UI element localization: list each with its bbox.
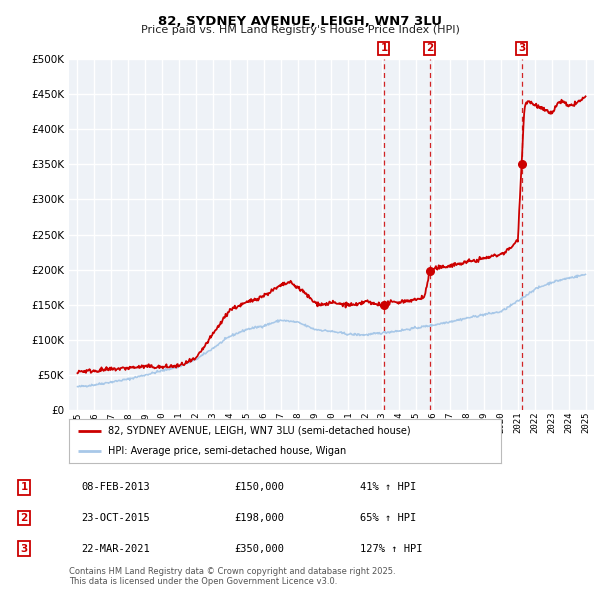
- Text: 1: 1: [380, 44, 388, 54]
- Text: 2: 2: [20, 513, 28, 523]
- Text: 08-FEB-2013: 08-FEB-2013: [81, 483, 150, 492]
- Text: Contains HM Land Registry data © Crown copyright and database right 2025.
This d: Contains HM Land Registry data © Crown c…: [69, 567, 395, 586]
- Text: Price paid vs. HM Land Registry's House Price Index (HPI): Price paid vs. HM Land Registry's House …: [140, 25, 460, 35]
- Text: 82, SYDNEY AVENUE, LEIGH, WN7 3LU (semi-detached house): 82, SYDNEY AVENUE, LEIGH, WN7 3LU (semi-…: [108, 426, 410, 436]
- Text: £150,000: £150,000: [234, 483, 284, 492]
- Text: HPI: Average price, semi-detached house, Wigan: HPI: Average price, semi-detached house,…: [108, 446, 346, 456]
- Text: 3: 3: [518, 44, 525, 54]
- Text: 22-MAR-2021: 22-MAR-2021: [81, 544, 150, 553]
- Text: 3: 3: [20, 544, 28, 553]
- Text: 41% ↑ HPI: 41% ↑ HPI: [360, 483, 416, 492]
- Text: 127% ↑ HPI: 127% ↑ HPI: [360, 544, 422, 553]
- Text: 65% ↑ HPI: 65% ↑ HPI: [360, 513, 416, 523]
- Text: 82, SYDNEY AVENUE, LEIGH, WN7 3LU: 82, SYDNEY AVENUE, LEIGH, WN7 3LU: [158, 15, 442, 28]
- Text: £350,000: £350,000: [234, 544, 284, 553]
- Text: £198,000: £198,000: [234, 513, 284, 523]
- Text: 23-OCT-2015: 23-OCT-2015: [81, 513, 150, 523]
- Text: 2: 2: [426, 44, 434, 54]
- Text: 1: 1: [20, 483, 28, 492]
